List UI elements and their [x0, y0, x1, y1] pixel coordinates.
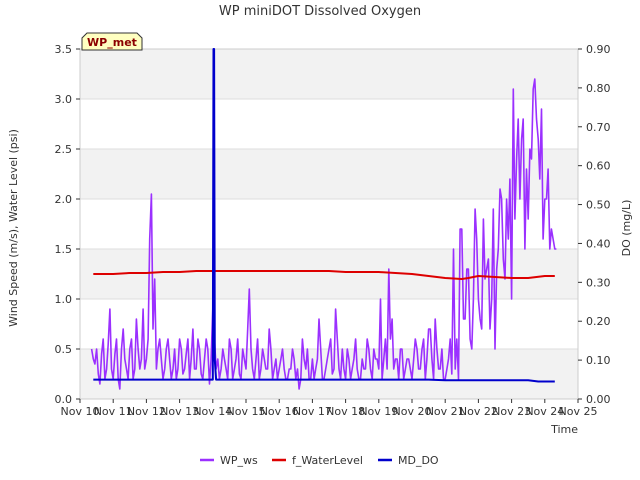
site-label-box: WP_met: [81, 32, 143, 51]
x-tick-label: Nov 23: [492, 405, 531, 418]
y-left-tick-label: 1.0: [55, 293, 73, 306]
plot-band: [80, 49, 578, 99]
x-tick-label: Nov 14: [193, 405, 232, 418]
y-left-tick-label: 1.5: [55, 243, 73, 256]
y-right-tick-label: 0.80: [586, 82, 611, 95]
y-right-tick-label: 0.00: [586, 393, 611, 406]
y-right-tick-label: 0.40: [586, 237, 611, 250]
x-tick-label: Nov 11: [94, 405, 133, 418]
x-tick-label: Nov 10: [61, 405, 100, 418]
plot-bands: [80, 49, 578, 399]
x-tick-label: Nov 13: [160, 405, 199, 418]
x-tick-label: Nov 12: [127, 405, 166, 418]
x-tick-label: Nov 15: [227, 405, 266, 418]
legend-label-md-do: MD_DO: [398, 454, 439, 467]
y-left-tick-label: 2.5: [55, 143, 73, 156]
x-tick-label: Nov 20: [393, 405, 432, 418]
y-left-tick-label: 0.5: [55, 343, 73, 356]
site-label-shape: [81, 32, 143, 51]
x-axis-label: Time: [550, 423, 578, 436]
plot-band: [80, 349, 578, 399]
y-right-tick-label: 0.90: [586, 43, 611, 56]
y-left-tick-label: 2.0: [55, 193, 73, 206]
series-line-md-do: [93, 48, 555, 383]
y-right-tick-label: 0.20: [586, 315, 611, 328]
y-axis-left: 0.0 0.5 1.0 1.5 2.0 2.5 3.0 3.5: [55, 43, 80, 406]
x-tick-label: Nov 19: [359, 405, 398, 418]
x-tick-label: Nov 22: [459, 405, 498, 418]
y-axis-right: 0.00 0.10 0.20 0.30 0.40 0.50 0.60 0.70 0.80 0.90: [578, 43, 611, 406]
series-line-f-waterlevel: [93, 270, 555, 280]
y-left-tick-label: 0.0: [55, 393, 73, 406]
y-axis-left-label: Wind Speed (m/s), Water Level (psi): [7, 129, 20, 327]
plot-band: [80, 149, 578, 199]
x-tick-label: Nov 21: [426, 405, 465, 418]
x-tick-label: Nov 18: [326, 405, 365, 418]
y-right-tick-label: 0.60: [586, 160, 611, 173]
x-tick-label: Nov 16: [260, 405, 299, 418]
y-right-tick-label: 0.30: [586, 276, 611, 289]
y-right-tick-label: 0.10: [586, 354, 611, 367]
y-axis-right-label: DO (mg/L): [620, 200, 633, 257]
y-left-tick-label: 3.0: [55, 93, 73, 106]
legend-label-wp-ws: WP_ws: [220, 454, 258, 467]
legend-label-f-waterlevel: f_WaterLevel: [292, 454, 363, 467]
y-left-tick-label: 3.5: [55, 43, 73, 56]
y-right-tick-label: 0.70: [586, 121, 611, 134]
x-tick-label: Nov 24: [525, 405, 564, 418]
x-tick-label: Nov 25: [559, 405, 598, 418]
legend: WP_ws f_WaterLevel MD_DO: [200, 454, 439, 467]
x-tick-label: Nov 17: [293, 405, 332, 418]
chart-title: WP miniDOT Dissolved Oxygen: [219, 4, 421, 19]
plot-frame: [79, 48, 579, 400]
series-group: [90, 48, 557, 390]
y-right-tick-label: 0.50: [586, 199, 611, 212]
site-label-text: WP_met: [87, 36, 137, 49]
